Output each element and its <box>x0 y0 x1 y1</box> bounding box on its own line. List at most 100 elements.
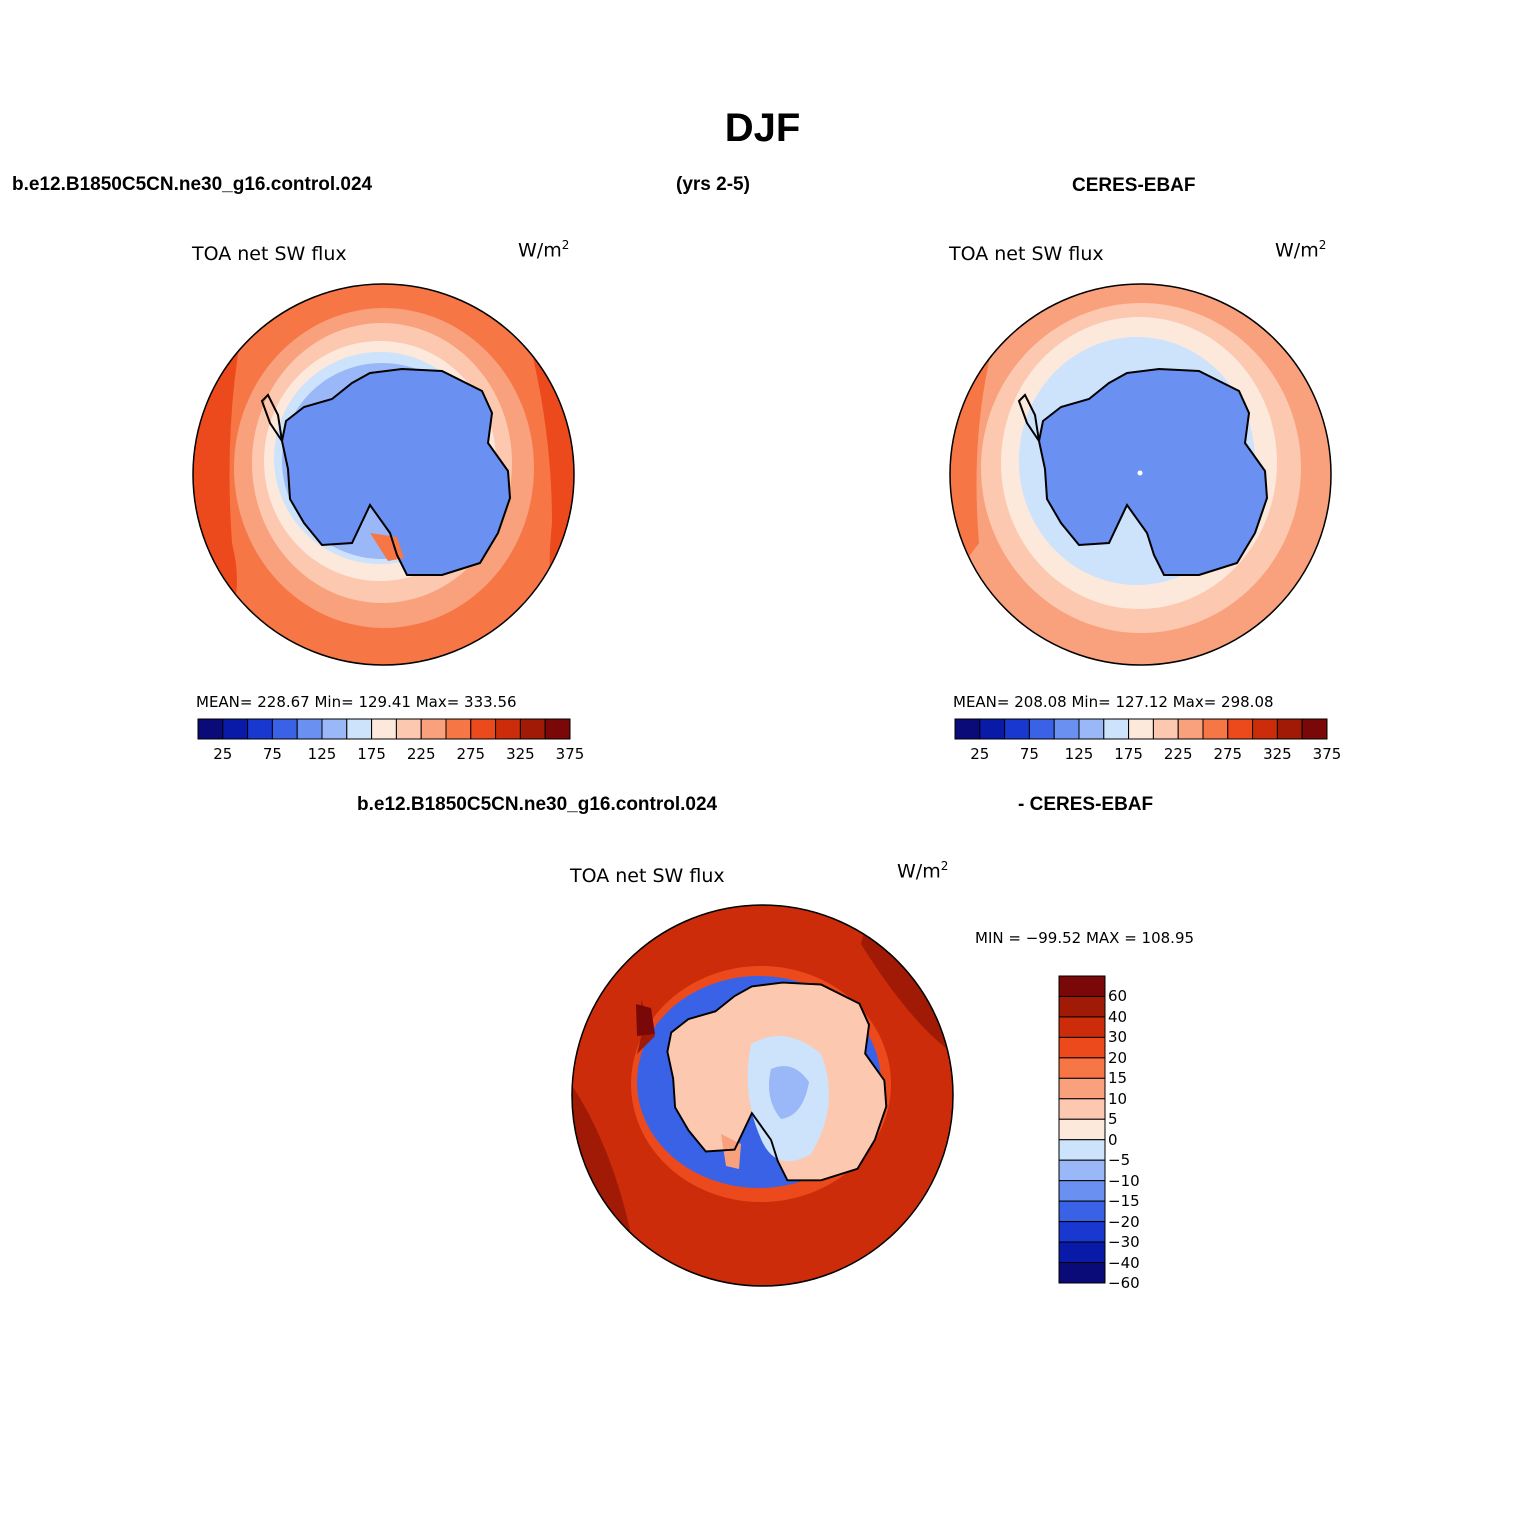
diff-colorbar-tick-label: 40 <box>1108 1007 1128 1026</box>
obs-colorbar-tick-label: 25 <box>970 745 990 763</box>
diff-colorbar-tick-label: 10 <box>1108 1089 1128 1108</box>
model-units-label: W/m2 <box>518 238 570 262</box>
model-colorbar-tick-label: 25 <box>213 745 233 763</box>
diff-colorbar-tick-label: 30 <box>1108 1028 1128 1047</box>
diff-colorbar-swatch <box>1058 975 1106 997</box>
diff-colorbar-swatch <box>1058 1077 1106 1100</box>
obs-colorbar-swatch <box>1152 718 1179 740</box>
diff-colorbar-tick-label: −30 <box>1108 1233 1140 1252</box>
obs-colorbar-tick-label: 125 <box>1064 745 1094 763</box>
diff-colorbar-swatch <box>1058 1016 1106 1038</box>
model-colorbar-tick-label: 325 <box>506 745 535 763</box>
obs-units-label: W/m2 <box>1275 238 1327 262</box>
diff-colorbar-swatch <box>1058 1180 1106 1202</box>
model-colorbar-swatch <box>495 718 521 740</box>
obs-colorbar-swatch <box>1078 718 1105 740</box>
diff-case-label: b.e12.B1850C5CN.ne30_g16.control.024 <box>357 794 718 815</box>
diff-colorbar-swatch <box>1058 1118 1106 1141</box>
diff-colorbar-swatch <box>1058 1221 1106 1243</box>
model-colorbar-tick-label: 125 <box>307 745 337 763</box>
obs-colorbar-swatch <box>979 718 1006 740</box>
diff-colorbar-swatch <box>1058 1036 1106 1059</box>
diff-colorbar-swatch <box>1058 1139 1106 1161</box>
model-colorbar-swatch <box>222 718 249 740</box>
obs-colorbar-swatch <box>1004 718 1030 740</box>
obs-colorbar-tick-label: 325 <box>1263 745 1292 763</box>
diff-colorbar-tick-label: −15 <box>1108 1192 1140 1211</box>
obs-colorbar-tick-label: 275 <box>1213 745 1243 763</box>
obs-colorbar <box>954 718 1328 740</box>
model-colorbar-swatch <box>519 718 546 740</box>
obs-colorbar-swatch <box>1028 718 1055 740</box>
model-polar-map <box>192 283 575 666</box>
obs-colorbar-swatch <box>1252 718 1278 740</box>
obs-colorbar-swatch <box>1202 718 1229 740</box>
diff-colorbar-swatch <box>1058 1057 1106 1079</box>
model-variable-label: TOA net SW flux <box>192 243 347 265</box>
model-colorbar-swatch <box>420 718 447 740</box>
model-colorbar-swatch <box>371 718 397 740</box>
model-colorbar-swatch <box>395 718 422 740</box>
diff-colorbar-tick-label: 60 <box>1108 987 1128 1006</box>
diff-colorbar-tick-label: 20 <box>1108 1048 1128 1067</box>
diff-colorbar-swatch <box>1058 1262 1106 1284</box>
diff-colorbar-swatch <box>1058 1098 1106 1120</box>
model-colorbar-tick-label: 75 <box>262 745 282 763</box>
model-colorbar-swatch <box>544 718 571 740</box>
diff-colorbar-tick-label: 5 <box>1108 1110 1118 1129</box>
model-colorbar-tick-label: 375 <box>555 745 585 763</box>
diff-colorbar <box>1058 975 1106 1284</box>
model-colorbar-swatch <box>445 718 472 740</box>
diff-colorbar-ticks: 60 40 30 20 15 10 5 0 −5 −10 −15 −20 −30 −40 −60 <box>1108 976 1188 1292</box>
diff-stats: MIN = −99.52 MAX = 108.95 <box>975 929 1195 947</box>
obs-colorbar-swatch <box>1053 718 1080 740</box>
diff-colorbar-swatch <box>1058 1159 1106 1182</box>
model-colorbar-tick-label: 175 <box>357 745 386 763</box>
model-colorbar-swatch <box>470 718 497 740</box>
model-stats: MEAN= 228.67 Min= 129.41 Max= 333.56 <box>196 693 517 711</box>
obs-colorbar-swatch <box>1128 718 1154 740</box>
obs-colorbar-tick-label: 175 <box>1114 745 1143 763</box>
diff-variable-label: TOA net SW flux <box>570 865 725 887</box>
diff-colorbar-tick-label: 15 <box>1108 1069 1128 1088</box>
obs-colorbar-swatch <box>1301 718 1328 740</box>
diff-colorbar-swatch <box>1058 1200 1106 1223</box>
model-colorbar-swatch <box>197 718 224 740</box>
diff-polar-map <box>571 904 954 1287</box>
obs-colorbar-tick-label: 375 <box>1312 745 1342 763</box>
diff-colorbar-tick-label: −10 <box>1108 1171 1140 1190</box>
obs-colorbar-swatch <box>1103 718 1130 740</box>
model-colorbar-ticks: 25 75 125 175 225 275 325 375 <box>198 745 584 765</box>
model-colorbar-swatch <box>271 718 298 740</box>
diff-colorbar-tick-label: −5 <box>1108 1151 1131 1170</box>
diff-obs-label: - CERES-EBAF <box>1018 794 1154 815</box>
obs-colorbar-tick-label: 75 <box>1019 745 1039 763</box>
model-colorbar-tick-label: 275 <box>456 745 486 763</box>
obs-polar-map <box>949 283 1332 666</box>
obs-colorbar-swatch <box>954 718 981 740</box>
diff-colorbar-tick-label: 0 <box>1108 1130 1118 1149</box>
obs-colorbar-swatch <box>1276 718 1303 740</box>
obs-colorbar-swatch <box>1177 718 1204 740</box>
years-label: (yrs 2-5) <box>676 174 750 195</box>
diff-colorbar-swatch <box>1058 1241 1106 1264</box>
obs-colorbar-tick-label: 225 <box>1163 745 1193 763</box>
case-label: b.e12.B1850C5CN.ne30_g16.control.024 <box>12 174 373 195</box>
diff-colorbar-tick-label: −20 <box>1108 1212 1140 1231</box>
model-colorbar-swatch <box>346 718 373 740</box>
model-colorbar <box>197 718 571 740</box>
obs-label: CERES-EBAF <box>1072 175 1196 196</box>
obs-colorbar-swatch <box>1227 718 1254 740</box>
diff-units-label: W/m2 <box>897 859 949 883</box>
diff-colorbar-tick-label: −60 <box>1108 1274 1140 1292</box>
figure-title: DJF <box>724 106 801 150</box>
model-colorbar-swatch <box>247 718 273 740</box>
model-colorbar-swatch <box>296 718 323 740</box>
obs-stats: MEAN= 208.08 Min= 127.12 Max= 298.08 <box>953 693 1274 711</box>
obs-variable-label: TOA net SW flux <box>949 243 1104 265</box>
model-colorbar-tick-label: 225 <box>406 745 436 763</box>
model-colorbar-swatch <box>321 718 348 740</box>
diff-colorbar-swatch <box>1058 995 1106 1018</box>
obs-colorbar-ticks: 25 75 125 175 225 275 325 375 <box>955 745 1341 765</box>
diff-colorbar-tick-label: −40 <box>1108 1253 1140 1272</box>
